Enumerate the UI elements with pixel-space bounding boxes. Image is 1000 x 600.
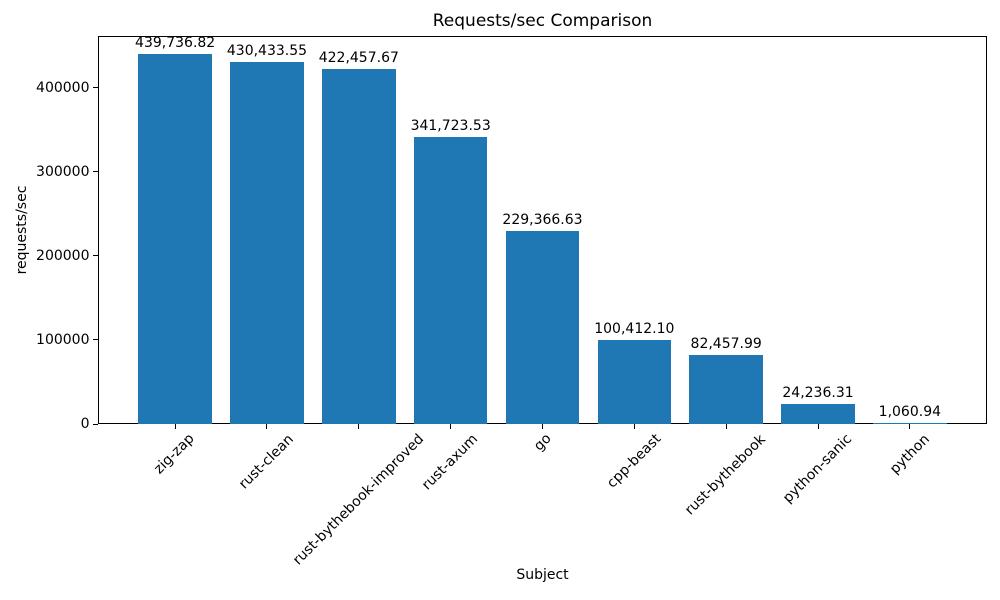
bar-value-label: 422,457.67 [318,49,399,66]
x-tick [817,424,819,429]
y-tick-label: 300000 [36,163,90,180]
bar-value-label: 341,723.53 [410,117,491,134]
y-tick [93,171,98,173]
x-tick-label: go [530,430,555,455]
bar [689,354,763,424]
y-tick [93,87,98,89]
chart-title: Requests/sec Comparison [432,11,653,31]
bar-value-label: 430,433.55 [226,43,308,60]
x-tick-label: rust-clean [236,430,298,492]
x-tick [725,424,727,429]
bar [230,62,304,424]
x-tick [266,424,268,429]
bar-value-label: 82,457.99 [690,335,762,352]
y-tick [93,255,98,257]
bar-value-label: 439,736.82 [135,35,216,52]
bar [322,68,396,424]
bar-value-label: 1,060.94 [878,404,942,420]
bar [138,54,212,424]
x-tick-label: rust-bythebook-improved [289,430,428,569]
bar-value-label: 100,412.10 [594,320,675,337]
bar [597,339,672,424]
x-tick [909,424,911,429]
x-tick-label: python-sanic [780,430,856,506]
x-tick [174,424,176,429]
x-axis-label: Subject [516,567,569,583]
bar [413,136,488,424]
bar [873,423,947,424]
bar [505,231,580,424]
x-tick [358,424,360,429]
bar [781,403,855,424]
x-tick [450,424,452,429]
bar-value-label: 24,236.31 [782,384,854,401]
y-tick [93,339,98,341]
x-tick-label: zig-zap [151,430,199,478]
y-tick-label: 100000 [36,331,90,348]
x-tick-label: python [886,430,933,477]
y-tick-label: 200000 [36,247,90,264]
x-tick-label: rust-axum [419,431,482,494]
x-tick-label: cpp-beast [603,430,665,492]
y-tick [93,423,98,425]
x-tick [542,424,543,429]
y-tick-label: 400000 [36,79,90,96]
y-tick-label: 0 [80,416,90,432]
x-tick-label: rust-bythebook [682,431,770,518]
bar-value-label: 229,366.63 [502,212,583,229]
x-tick [633,424,635,429]
